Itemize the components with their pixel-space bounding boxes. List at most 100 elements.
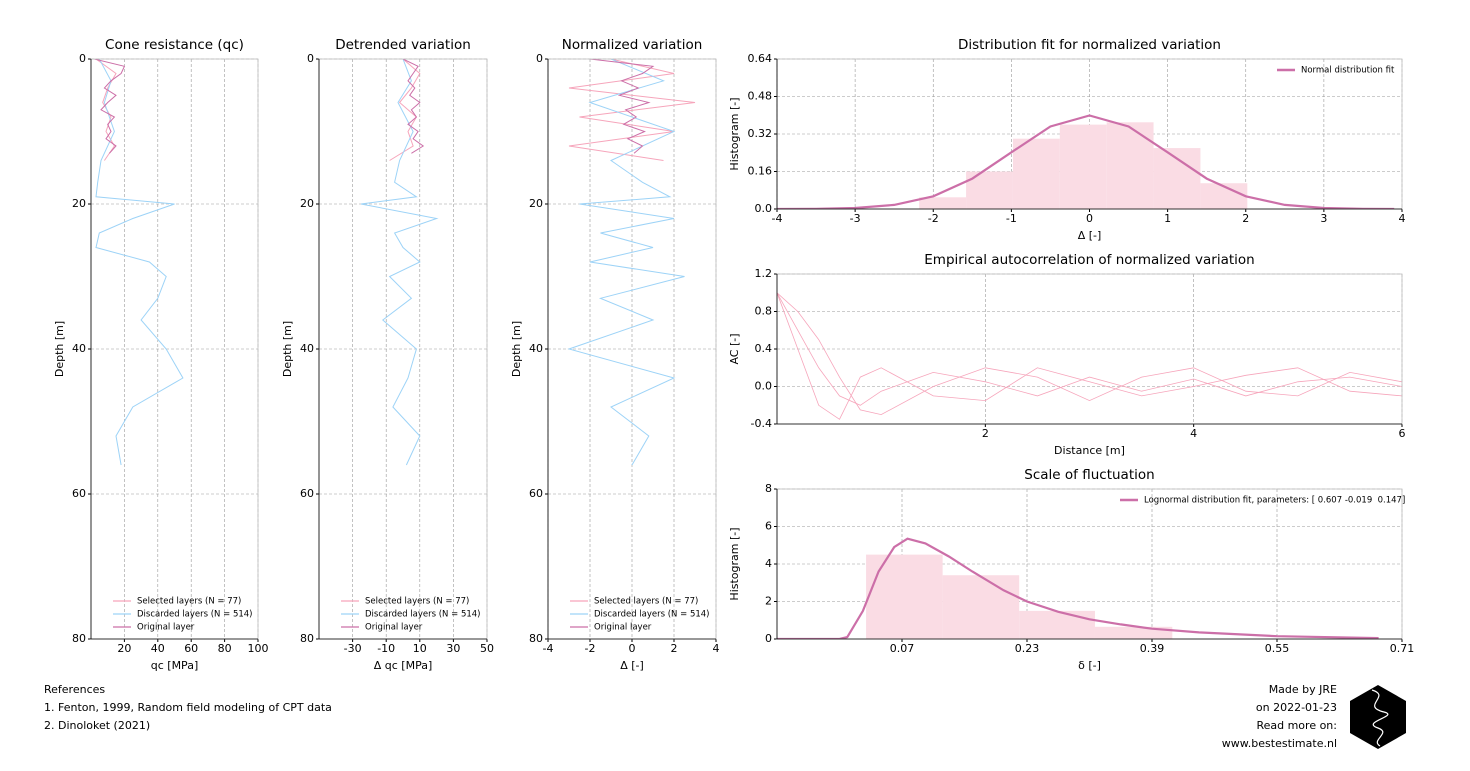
histogram-bar: [1106, 122, 1154, 209]
x-tick-label: 40: [151, 642, 165, 655]
series-line: [95, 59, 184, 466]
legend-label: Original layer: [137, 623, 195, 633]
x-axis-label: Δ qc [MPa]: [374, 659, 433, 672]
chart: -30 -10 10 30 50 0 20 40 60 80 Detrended variation…: [281, 37, 494, 672]
x-tick-label: -30: [344, 642, 362, 655]
y-tick-label: 60: [72, 487, 86, 500]
y-axis-label: Histogram [-]: [728, 527, 741, 600]
x-tick-label: 2: [1242, 212, 1249, 225]
series-line: [567, 59, 685, 466]
y-tick-label: 20: [300, 197, 314, 210]
legend-label: Discarded layers (N = 514): [137, 610, 252, 620]
x-tick-label: 0.07: [890, 642, 915, 655]
x-tick-label: -3: [850, 212, 861, 225]
x-tick-label: 4: [1190, 427, 1197, 440]
credit: www.bestestimate.nl: [1222, 737, 1337, 750]
y-axis-label: Histogram [-]: [728, 97, 741, 170]
x-tick-label: -4: [543, 642, 554, 655]
y-axis-label: Depth [m]: [53, 321, 66, 377]
y-tick-label: 0.48: [748, 90, 773, 103]
y-tick-label: 20: [72, 197, 86, 210]
histogram-bar: [1012, 138, 1060, 209]
x-tick-label: 50: [480, 642, 494, 655]
credit: on 2022-01-23: [1256, 701, 1337, 714]
chart: 20 40 60 80 100 0 20 40 60 80 Cone resistance (qc)…: [53, 37, 269, 672]
legend-label: Selected layers (N = 77): [594, 597, 698, 607]
legend-label: Discarded layers (N = 514): [594, 610, 709, 620]
series-line: [777, 292, 1402, 416]
x-tick-label: -2: [585, 642, 596, 655]
x-axis-label: qc [MPa]: [151, 659, 198, 672]
marks: [360, 59, 439, 466]
x-axis-label: Distance [m]: [1054, 444, 1125, 457]
x-tick-label: 2: [982, 427, 989, 440]
legend-label: Selected layers (N = 77): [137, 597, 241, 607]
series-line: [589, 59, 655, 154]
x-tick-label: 100: [248, 642, 269, 655]
series-line: [777, 292, 1402, 406]
chart: -4 -3 -2 -1 0 1 2 3 4 0.0 0.16 0.32 0.48 0.64 Distribu…: [728, 37, 1406, 242]
y-axis-label: Depth [m]: [510, 321, 523, 377]
reference: References: [44, 683, 105, 696]
y-tick-label: 4: [765, 557, 772, 570]
y-tick-label: 60: [300, 487, 314, 500]
histogram-bar: [1059, 124, 1107, 209]
y-tick-label: 0.32: [748, 127, 773, 140]
x-tick-label: 4: [713, 642, 720, 655]
x-axis-label: Δ [-]: [1078, 229, 1102, 242]
y-tick-label: 40: [72, 342, 86, 355]
y-tick-label: 0: [765, 632, 772, 645]
legend-label: Discarded layers (N = 514): [365, 610, 480, 620]
y-tick-label: 80: [72, 632, 86, 645]
histogram-bar: [919, 197, 967, 209]
histogram-bar: [866, 554, 943, 639]
x-tick-label: 0.39: [1140, 642, 1165, 655]
x-tick-label: -2: [928, 212, 939, 225]
marks: [777, 537, 1379, 639]
x-tick-label: 1: [1164, 212, 1171, 225]
reference: 2. Dinoloket (2021): [44, 719, 150, 732]
logo-hexagon: [1350, 685, 1406, 749]
y-tick-label: 0.64: [748, 52, 773, 65]
y-tick-label: 40: [300, 342, 314, 355]
x-tick-label: 30: [446, 642, 460, 655]
y-tick-label: 0: [307, 52, 314, 65]
marks: [777, 114, 1395, 209]
marks: [777, 292, 1402, 420]
legend-label: Original layer: [365, 623, 423, 633]
series-line: [568, 59, 696, 161]
logo: [1350, 685, 1406, 749]
x-axis-label: Δ [-]: [620, 659, 644, 672]
y-tick-label: 0.16: [748, 165, 773, 178]
y-tick-label: 80: [529, 632, 543, 645]
y-tick-label: 80: [300, 632, 314, 645]
x-tick-label: 10: [413, 642, 427, 655]
credit: Made by JRE: [1269, 683, 1337, 696]
y-tick-label: 8: [765, 482, 772, 495]
y-tick-label: 1.2: [755, 267, 773, 280]
x-tick-label: 0.71: [1390, 642, 1415, 655]
series-line: [94, 59, 126, 154]
y-tick-label: 60: [529, 487, 543, 500]
x-tick-label: 3: [1320, 212, 1327, 225]
x-tick-label: 60: [184, 642, 198, 655]
x-tick-label: 0.23: [1015, 642, 1040, 655]
x-tick-label: -10: [377, 642, 395, 655]
x-tick-label: 0: [629, 642, 636, 655]
x-tick-label: 4: [1399, 212, 1406, 225]
legend-label: Original layer: [594, 623, 652, 633]
x-tick-label: 6: [1399, 427, 1406, 440]
histogram-bar: [1153, 148, 1201, 209]
marks: [567, 59, 696, 466]
y-axis-label: Depth [m]: [281, 321, 294, 377]
reference: 1. Fenton, 1999, Random field modeling o…: [44, 701, 332, 714]
y-tick-label: -0.4: [751, 417, 772, 430]
y-tick-label: 6: [765, 520, 772, 533]
y-tick-label: 0: [79, 52, 86, 65]
series-line: [777, 292, 1402, 420]
series-line: [777, 114, 1395, 209]
y-tick-label: 0.4: [755, 342, 773, 355]
y-tick-label: 0: [536, 52, 543, 65]
y-tick-label: 0.0: [755, 202, 773, 215]
